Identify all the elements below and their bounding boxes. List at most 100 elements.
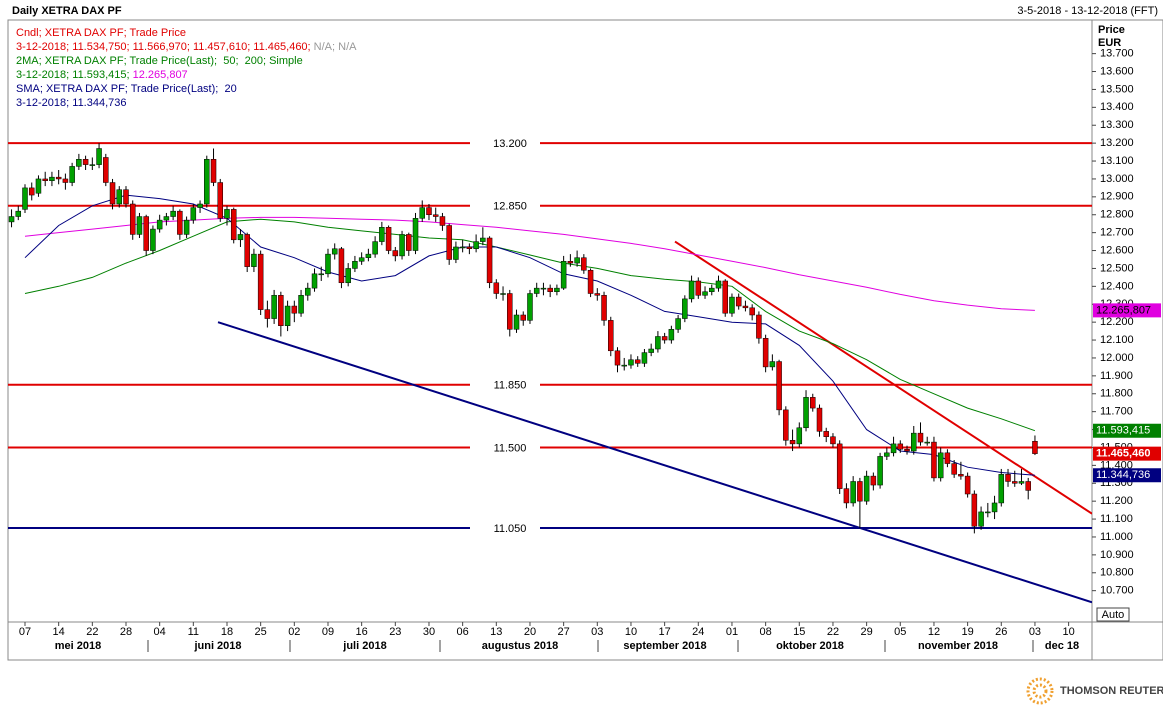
legend-entry: Cndl; XETRA DAX PF; Trade Price — [16, 27, 186, 39]
candle-body — [372, 241, 378, 255]
candle-body — [318, 273, 325, 276]
value-box-label: 11.593,415 — [1096, 425, 1150, 437]
candle-body — [459, 246, 466, 249]
x-tick-label: 15 — [793, 626, 805, 638]
x-tick-label: 14 — [53, 626, 65, 638]
candle-body — [291, 305, 298, 314]
candle-body — [210, 158, 217, 183]
candle-body — [183, 219, 190, 235]
legend-text: 3-12-2018; 11.534,750; 11.566,970; 11.45… — [16, 41, 314, 53]
x-tick-label: 10 — [625, 626, 637, 638]
candle-body — [237, 234, 244, 241]
candle-body — [924, 441, 930, 444]
y-tick-label: 11.700 — [1100, 406, 1133, 418]
candle-body — [392, 250, 399, 257]
candle-body — [271, 295, 277, 319]
candle-body — [937, 452, 944, 479]
candle-body — [136, 216, 143, 235]
candle-body — [533, 287, 540, 294]
candle-body — [729, 296, 735, 314]
candle-body — [507, 293, 513, 330]
x-month-label: september 2018 — [623, 640, 706, 652]
x-month-label: mei 2018 — [55, 640, 101, 652]
candle-body — [453, 246, 459, 260]
legend-text: Cndl; XETRA DAX PF; Trade Price — [16, 27, 186, 39]
y-tick-label: 10.700 — [1100, 585, 1134, 597]
candle-body — [527, 293, 533, 321]
y-tick-label: 12.400 — [1100, 280, 1134, 292]
level-label-bg — [470, 374, 540, 395]
candle-body — [156, 219, 163, 230]
x-tick-label: 03 — [591, 626, 603, 638]
candle-body — [439, 216, 446, 226]
candle-body — [197, 203, 203, 208]
x-tick-label: 25 — [255, 626, 267, 638]
candle-body — [284, 305, 291, 326]
y-tick-label: 12.200 — [1100, 316, 1134, 328]
legend-entry: 3-12-2018; 11.593,415; 12.265,807 — [16, 69, 188, 81]
trendline — [674, 240, 1092, 515]
level-label: 12.850 — [493, 201, 527, 213]
candle-body — [399, 234, 405, 257]
candle-body — [843, 488, 850, 504]
legend-text: SMA; XETRA DAX PF; Trade Price(Last); 20 — [16, 83, 237, 95]
candle-body — [897, 443, 904, 450]
x-tick-label: 22 — [86, 626, 98, 638]
candle-body — [513, 314, 520, 330]
candle-body — [547, 287, 553, 292]
legend-entry: SMA; XETRA DAX PF; Trade Price(Last); 20 — [16, 83, 237, 95]
x-tick-label: 03 — [1029, 626, 1041, 638]
x-tick-label: 10 — [1062, 626, 1074, 638]
x-tick-label: 23 — [389, 626, 401, 638]
candle-body — [735, 296, 742, 307]
candle-body — [177, 210, 183, 235]
level-label-bg — [470, 518, 540, 539]
level-label-bg — [470, 195, 540, 216]
x-tick-label: 08 — [760, 626, 772, 638]
candle-body — [217, 182, 224, 219]
candle-body — [884, 452, 890, 457]
y-tick-label: 12.100 — [1100, 334, 1134, 346]
candle-body — [614, 350, 621, 366]
legend-entry: 3-12-2018; 11.534,750; 11.566,970; 11.45… — [16, 41, 357, 53]
candle-body — [944, 452, 951, 464]
auto-button[interactable] — [1096, 607, 1130, 622]
candle-body — [419, 207, 425, 219]
candle-body — [325, 253, 331, 275]
candle-body — [412, 218, 419, 251]
y-tick-label: 13.400 — [1100, 101, 1134, 113]
candle-body — [143, 216, 149, 251]
candle-body — [823, 431, 829, 437]
candle-body — [35, 178, 42, 194]
candle-body — [911, 432, 917, 452]
candle-body — [358, 257, 365, 262]
y-tick-label: 12.500 — [1100, 262, 1134, 274]
trendline — [217, 321, 1092, 604]
x-tick-label: 19 — [961, 626, 973, 638]
candle-body — [655, 336, 661, 350]
candle-body — [170, 210, 176, 217]
candle-body — [917, 432, 924, 443]
auto-label[interactable]: Auto — [1102, 609, 1125, 621]
candle-body — [688, 280, 695, 300]
candle-body — [466, 246, 473, 250]
candle-body — [224, 209, 230, 219]
candle-body — [634, 359, 641, 364]
candle-body — [971, 493, 978, 527]
level-label: 11.050 — [494, 523, 527, 535]
candle-body — [789, 440, 796, 445]
y-tick-label: 13.700 — [1100, 48, 1134, 60]
candle-body — [574, 257, 580, 264]
candle-body — [749, 307, 755, 316]
candle-body — [244, 234, 250, 267]
candle-body — [1025, 481, 1031, 491]
y-tick-label: 10.800 — [1100, 567, 1134, 579]
candle-body — [682, 298, 688, 319]
candle-body — [520, 314, 526, 321]
y-axis-title: Price — [1098, 24, 1125, 36]
value-box — [1093, 446, 1161, 461]
y-tick-label: 13.500 — [1100, 83, 1134, 95]
candle-body — [298, 295, 304, 314]
